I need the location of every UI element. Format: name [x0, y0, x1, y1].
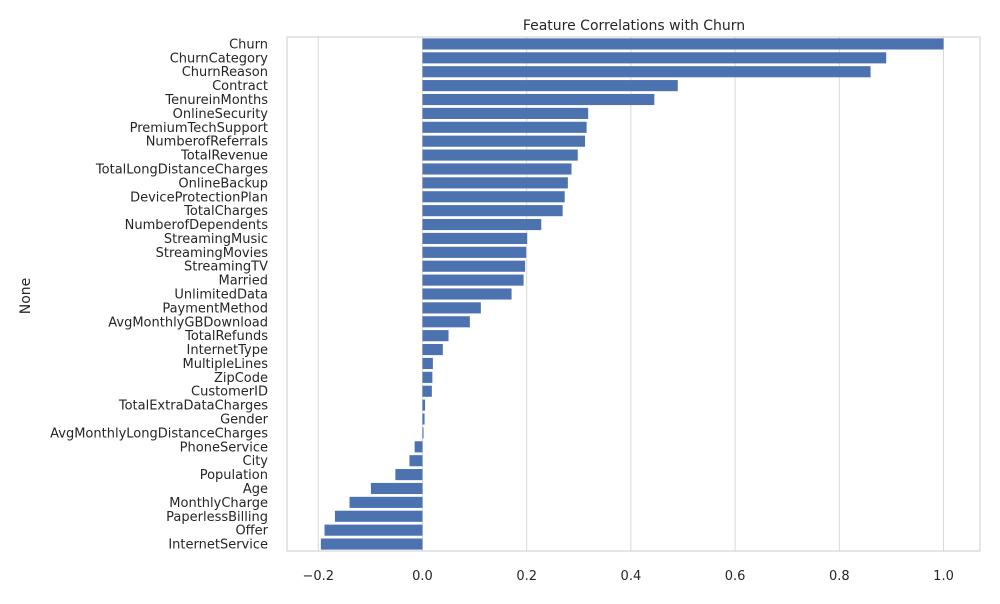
bar	[422, 399, 426, 411]
y-tick-label: NumberofDependents	[125, 218, 269, 233]
bar	[422, 149, 578, 161]
y-tick-label: OnlineBackup	[178, 176, 268, 191]
y-tick-label: TotalExtraDataCharges	[118, 399, 268, 414]
y-axis-label: None	[18, 278, 34, 315]
bar	[414, 441, 423, 453]
y-tick-label: StreamingTV	[184, 260, 268, 275]
y-tick-label: PhoneService	[180, 440, 268, 455]
bar	[422, 191, 565, 203]
x-tick-label: 0.6	[725, 569, 746, 584]
y-tick-label: StreamingMovies	[156, 246, 269, 261]
bar	[370, 482, 423, 495]
bar	[422, 288, 512, 300]
y-tick-label: OnlineSecurity	[173, 107, 269, 122]
bar	[422, 232, 528, 244]
bar	[422, 357, 433, 370]
y-tick-label: Offer	[235, 524, 268, 539]
y-tick-label: PremiumTechSupport	[130, 121, 268, 136]
y-tick-label: MonthlyCharge	[169, 496, 268, 511]
y-tick-label: City	[243, 454, 269, 469]
y-tick-label: TotalRevenue	[180, 149, 268, 164]
x-tick-label: −0.2	[302, 569, 334, 584]
bar	[324, 524, 423, 536]
y-tick-labels: ChurnChurnCategoryChurnReasonContractTen…	[50, 37, 269, 552]
bar	[422, 66, 871, 78]
bar	[349, 496, 423, 508]
bar	[422, 80, 678, 92]
y-tick-label: NumberofReferrals	[146, 135, 269, 150]
bar	[422, 218, 542, 231]
bar	[422, 121, 587, 133]
bar-layer	[320, 38, 944, 550]
bar	[422, 385, 432, 397]
bar	[395, 469, 423, 481]
bar	[422, 163, 572, 175]
y-tick-label: Age	[243, 482, 268, 497]
y-tick-label: ChurnCategory	[170, 51, 269, 66]
y-tick-label: PaymentMethod	[162, 301, 268, 316]
x-tick-label: 0.0	[412, 569, 433, 584]
y-tick-label: InternetService	[168, 538, 268, 553]
bar	[422, 413, 425, 425]
y-tick-label: TotalLongDistanceCharges	[95, 162, 268, 177]
x-tick-label: 0.8	[829, 569, 850, 584]
y-tick-label: DeviceProtectionPlan	[130, 190, 268, 205]
y-tick-label: InternetType	[187, 343, 268, 358]
bar	[422, 316, 470, 328]
x-tick-label: 1.0	[933, 569, 954, 584]
bar	[422, 302, 481, 314]
axes-frame	[286, 36, 981, 552]
bar	[422, 371, 433, 383]
bar	[422, 177, 568, 189]
y-tick-label: MultipleLines	[182, 357, 268, 372]
bar	[422, 274, 524, 286]
bar	[422, 107, 589, 119]
bar	[320, 538, 423, 550]
bar	[409, 455, 423, 467]
bar	[334, 510, 423, 522]
bar	[422, 344, 443, 356]
y-tick-label: PaperlessBilling	[166, 510, 268, 525]
bar	[422, 427, 424, 439]
bar	[422, 205, 563, 217]
y-tick-label: ChurnReason	[182, 65, 268, 80]
y-tick-label: TotalCharges	[183, 204, 268, 219]
x-tick-label: 0.4	[621, 569, 642, 584]
y-tick-label: UnlimitedData	[174, 288, 268, 303]
y-tick-label: StreamingMusic	[164, 232, 268, 247]
y-tick-label: Population	[200, 468, 268, 483]
plot-frame	[286, 36, 981, 552]
y-tick-label: AvgMonthlyLongDistanceCharges	[50, 426, 268, 441]
y-tick-label: Contract	[212, 79, 268, 94]
x-tick-label: 0.2	[516, 569, 537, 584]
y-tick-label: Churn	[229, 37, 268, 52]
y-tick-label: AvgMonthlyGBDownload	[108, 315, 268, 330]
y-tick-label: TenureinMonths	[164, 93, 268, 108]
bar	[422, 52, 887, 64]
chart-title: Feature Correlations with Churn	[523, 18, 745, 34]
y-tick-label: Gender	[220, 413, 269, 428]
bar	[422, 93, 655, 106]
y-tick-label: ZipCode	[214, 371, 268, 386]
y-tick-label: TotalRefunds	[184, 329, 268, 344]
bar	[422, 260, 526, 272]
bar	[422, 330, 449, 342]
bar	[422, 135, 586, 147]
y-tick-label: Married	[218, 274, 268, 289]
x-tick-labels: −0.2 0.0 0.2 0.4 0.6 0.8 1.0	[302, 569, 953, 584]
bar	[422, 246, 527, 258]
y-tick-label: CustomerID	[191, 385, 268, 400]
bar	[422, 38, 944, 50]
